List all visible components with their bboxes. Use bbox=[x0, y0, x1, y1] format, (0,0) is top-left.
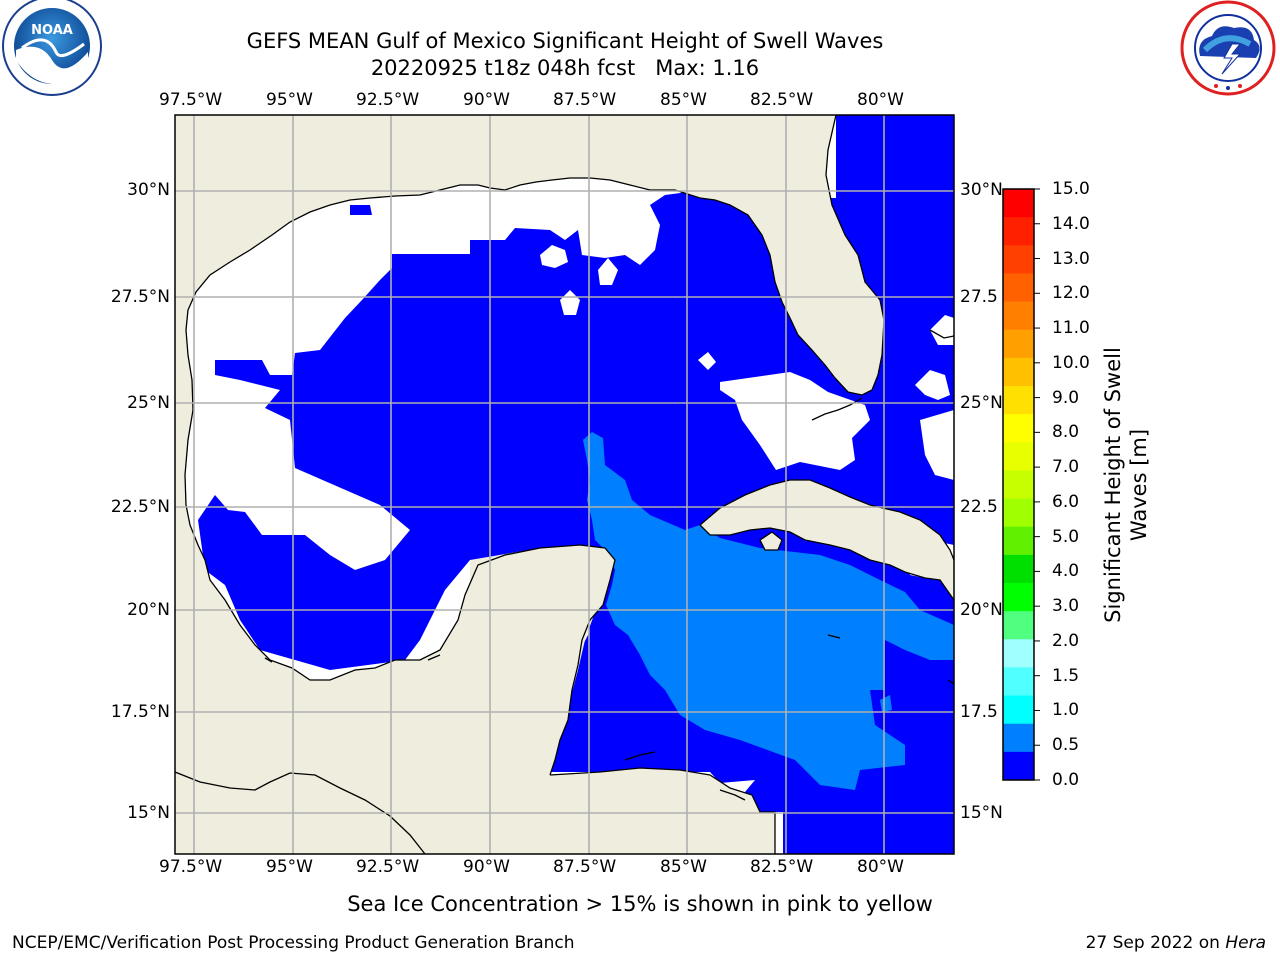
lon-label-bottom: 82.5°W bbox=[750, 857, 814, 877]
footer-credit: NCEP/EMC/Verification Post Processing Pr… bbox=[12, 933, 575, 953]
lon-label-top: 85°W bbox=[660, 90, 707, 110]
colorbar-segment bbox=[1003, 273, 1034, 303]
lon-label-bottom: 87.5°W bbox=[553, 857, 617, 877]
lat-label-right: 17.5 bbox=[960, 702, 998, 722]
lon-label-top: 90°W bbox=[463, 90, 510, 110]
sea-ice-note: Sea Ice Concentration > 15% is shown in … bbox=[347, 892, 933, 916]
lon-label-bottom: 92.5°W bbox=[356, 857, 420, 877]
map-frame bbox=[174, 114, 955, 855]
colorbar bbox=[1002, 188, 1040, 781]
colorbar-segment bbox=[1003, 611, 1034, 640]
colorbar-tick-label: 0.0 bbox=[1052, 770, 1080, 790]
colorbar-tick-label: 1.5 bbox=[1052, 665, 1080, 686]
colorbar-segment bbox=[1003, 723, 1034, 753]
footer-date: 27 Sep 2022 on Hera bbox=[1086, 932, 1266, 954]
colorbar-tick-label: 3.0 bbox=[1052, 596, 1080, 617]
colorbar-segment bbox=[1003, 217, 1034, 246]
colorbar-segment bbox=[1003, 414, 1034, 443]
colorbar-segment bbox=[1003, 245, 1034, 274]
chart-title: GEFS MEAN Gulf of Mexico Significant Hei… bbox=[246, 29, 884, 53]
colorbar-segment bbox=[1003, 639, 1034, 668]
noaa-logo: NOAA bbox=[2, 0, 102, 96]
lon-label-bottom: 90°W bbox=[463, 857, 510, 877]
colorbar-tick-label: 1.0 bbox=[1052, 700, 1080, 721]
colorbar-segment bbox=[1003, 357, 1034, 387]
lon-label-top: 97.5°W bbox=[159, 90, 223, 110]
lon-label-bottom: 85°W bbox=[660, 857, 707, 877]
colorbar-label-line1: Significant Height of Swell bbox=[1101, 347, 1125, 623]
colorbar-tick-label: 11.0 bbox=[1052, 318, 1090, 339]
colorbar-tick-label: 15.0 bbox=[1052, 179, 1090, 199]
colorbar-segment bbox=[1003, 751, 1034, 781]
lat-label-left: 25°N bbox=[127, 393, 170, 413]
lon-label-top: 87.5°W bbox=[553, 90, 617, 110]
lon-label-top: 92.5°W bbox=[356, 90, 420, 110]
lat-label-left: 30°N bbox=[127, 180, 170, 200]
lon-label-bottom: 95°W bbox=[266, 857, 313, 877]
colorbar-tick-label: 0.5 bbox=[1052, 735, 1080, 756]
colorbar-segment bbox=[1003, 442, 1034, 471]
colorbar-segment bbox=[1003, 498, 1034, 528]
lon-label-top: 80°W bbox=[857, 90, 904, 110]
colorbar-segment bbox=[1003, 329, 1034, 359]
colorbar-frame bbox=[1002, 188, 1035, 781]
lat-label-left: 17.5°N bbox=[110, 702, 170, 722]
lon-label-top: 82.5°W bbox=[750, 90, 814, 110]
colorbar-segment bbox=[1003, 583, 1034, 612]
colorbar-segment bbox=[1003, 470, 1034, 500]
colorbar-segment bbox=[1003, 667, 1034, 697]
colorbar-tick-label: 10.0 bbox=[1052, 352, 1090, 373]
lat-label-right: 30°N bbox=[960, 180, 1003, 200]
colorbar-tick-label: 12.0 bbox=[1052, 283, 1090, 304]
colorbar-tick-label: 4.0 bbox=[1052, 561, 1080, 582]
colorbar-tick-label: 7.0 bbox=[1052, 457, 1080, 478]
lat-label-right: 20°N bbox=[960, 600, 1003, 620]
colorbar-tick-label: 6.0 bbox=[1052, 491, 1080, 512]
colorbar-tick-label: 14.0 bbox=[1052, 213, 1090, 234]
colorbar-tick-label: 13.0 bbox=[1052, 248, 1090, 269]
lat-label-right: 27.5 bbox=[960, 287, 998, 307]
lat-label-left: 27.5°N bbox=[110, 287, 170, 307]
colorbar-segment bbox=[1003, 189, 1034, 218]
nws-logo bbox=[1180, 0, 1276, 96]
footer-host: Hera bbox=[1225, 933, 1266, 953]
lat-label-left: 20°N bbox=[127, 600, 170, 620]
colorbar-segment bbox=[1003, 695, 1034, 725]
lat-label-right: 15°N bbox=[960, 803, 1003, 823]
colorbar-segment bbox=[1003, 386, 1034, 415]
lat-label-right: 22.5 bbox=[960, 497, 998, 517]
lat-label-left: 15°N bbox=[127, 803, 170, 823]
colorbar-tick-label: 9.0 bbox=[1052, 387, 1080, 408]
colorbar-tick-label: 8.0 bbox=[1052, 422, 1080, 443]
lon-label-bottom: 80°W bbox=[857, 857, 904, 877]
chart-subtitle: 20220925 t18z 048h fcst Max: 1.16 bbox=[370, 56, 760, 80]
map-gridlines bbox=[175, 115, 954, 854]
lon-label-bottom: 97.5°W bbox=[159, 857, 223, 877]
noaa-logo-text: NOAA bbox=[31, 23, 73, 38]
lon-label-top: 95°W bbox=[266, 90, 313, 110]
lat-label-right: 25°N bbox=[960, 393, 1003, 413]
colorbar-tick-label: 5.0 bbox=[1052, 526, 1080, 547]
colorbar-segment bbox=[1003, 554, 1034, 584]
colorbar-label-line2: Waves [m] bbox=[1127, 428, 1151, 542]
colorbar-segment bbox=[1003, 301, 1034, 331]
colorbar-segment bbox=[1003, 526, 1034, 556]
lat-label-left: 22.5°N bbox=[110, 497, 170, 517]
colorbar-tick-label: 2.0 bbox=[1052, 630, 1080, 651]
footer-date-text: 27 Sep 2022 on bbox=[1085, 933, 1220, 953]
